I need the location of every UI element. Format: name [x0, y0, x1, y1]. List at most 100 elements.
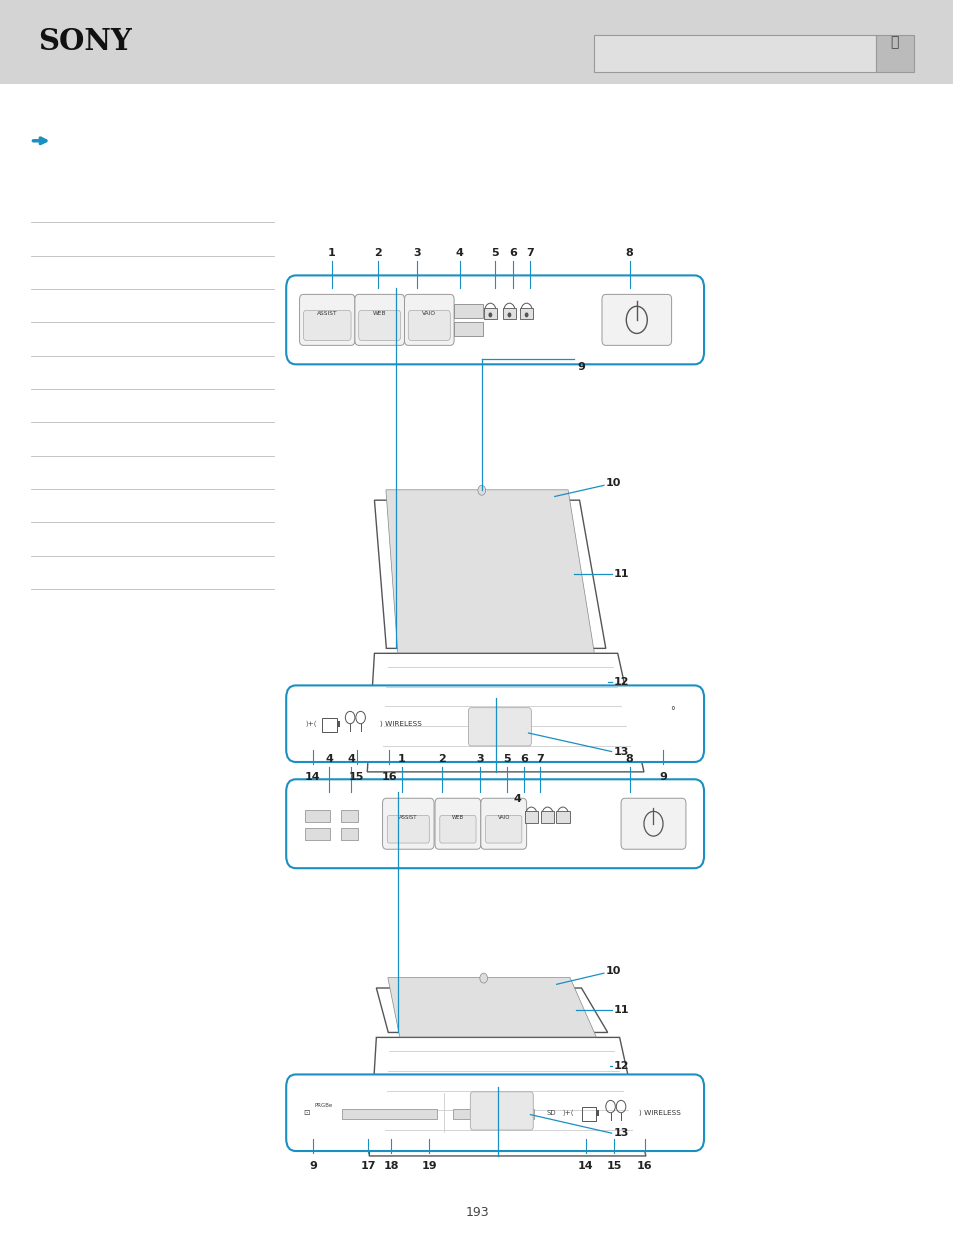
Text: 10: 10 — [605, 966, 620, 976]
Text: 11: 11 — [613, 569, 628, 579]
Text: 2: 2 — [437, 755, 445, 764]
Text: 10: 10 — [605, 478, 620, 488]
Text: 11: 11 — [613, 1005, 628, 1015]
Text: 17: 17 — [360, 1161, 375, 1171]
FancyBboxPatch shape — [286, 1074, 703, 1151]
FancyBboxPatch shape — [435, 798, 480, 850]
FancyBboxPatch shape — [336, 721, 339, 727]
Text: 9: 9 — [309, 1161, 316, 1171]
Polygon shape — [375, 988, 607, 1032]
Circle shape — [507, 312, 511, 317]
FancyBboxPatch shape — [468, 708, 531, 746]
FancyBboxPatch shape — [382, 798, 434, 850]
FancyBboxPatch shape — [556, 811, 569, 823]
FancyBboxPatch shape — [387, 815, 429, 844]
FancyBboxPatch shape — [601, 294, 671, 346]
Text: 4: 4 — [325, 755, 333, 764]
Text: 9: 9 — [659, 772, 666, 782]
FancyBboxPatch shape — [453, 1109, 534, 1119]
Text: ASSIST: ASSIST — [398, 815, 417, 820]
FancyBboxPatch shape — [341, 1109, 436, 1119]
Text: ⌕: ⌕ — [890, 35, 898, 49]
Text: 5: 5 — [491, 248, 498, 258]
Text: ⟩ WIRELESS: ⟩ WIRELESS — [639, 1109, 680, 1116]
FancyBboxPatch shape — [408, 310, 450, 341]
Text: VAIO: VAIO — [422, 311, 436, 316]
Text: ASSIST: ASSIST — [316, 311, 337, 316]
Polygon shape — [367, 653, 643, 772]
FancyBboxPatch shape — [303, 310, 351, 341]
Text: 1: 1 — [328, 248, 335, 258]
Text: 16: 16 — [637, 1161, 652, 1171]
Text: PRGBe: PRGBe — [314, 1103, 333, 1108]
FancyBboxPatch shape — [439, 815, 476, 844]
FancyBboxPatch shape — [454, 322, 482, 336]
Text: 4: 4 — [513, 794, 520, 804]
FancyBboxPatch shape — [358, 310, 400, 341]
Circle shape — [524, 312, 528, 317]
Text: WEB: WEB — [452, 815, 463, 820]
Text: ⟩+⟨: ⟩+⟨ — [561, 1109, 573, 1116]
Text: 6: 6 — [519, 755, 527, 764]
Text: 193: 193 — [465, 1207, 488, 1219]
Text: 16: 16 — [381, 772, 396, 782]
FancyBboxPatch shape — [540, 811, 554, 823]
Circle shape — [477, 485, 485, 495]
FancyBboxPatch shape — [340, 827, 357, 841]
FancyBboxPatch shape — [454, 304, 482, 317]
Text: 5: 5 — [502, 755, 510, 764]
FancyBboxPatch shape — [470, 1092, 533, 1130]
FancyBboxPatch shape — [594, 35, 875, 72]
FancyBboxPatch shape — [620, 798, 685, 850]
Text: °: ° — [670, 705, 674, 716]
Text: 15: 15 — [349, 772, 364, 782]
FancyBboxPatch shape — [340, 810, 357, 823]
Text: 14: 14 — [305, 772, 320, 782]
Text: 6: 6 — [509, 248, 517, 258]
Text: 3: 3 — [413, 248, 420, 258]
Text: 9: 9 — [577, 362, 584, 372]
Polygon shape — [387, 978, 596, 1037]
FancyBboxPatch shape — [286, 685, 703, 762]
FancyBboxPatch shape — [519, 308, 533, 319]
Text: 4: 4 — [347, 755, 355, 764]
Text: VAIO: VAIO — [497, 815, 509, 820]
Text: 7: 7 — [526, 248, 534, 258]
Text: 8: 8 — [625, 755, 633, 764]
Text: 15: 15 — [606, 1161, 621, 1171]
Text: 12: 12 — [613, 677, 628, 687]
FancyBboxPatch shape — [305, 810, 330, 823]
Text: 14: 14 — [578, 1161, 593, 1171]
FancyBboxPatch shape — [355, 294, 404, 346]
FancyBboxPatch shape — [299, 294, 355, 346]
Text: 3: 3 — [476, 755, 483, 764]
Circle shape — [488, 312, 492, 317]
Polygon shape — [374, 500, 605, 648]
FancyBboxPatch shape — [480, 798, 526, 850]
FancyBboxPatch shape — [286, 275, 703, 364]
FancyBboxPatch shape — [483, 308, 497, 319]
Text: ⊡: ⊡ — [303, 1108, 310, 1118]
Text: 2: 2 — [374, 248, 381, 258]
Text: 1: 1 — [397, 755, 405, 764]
FancyBboxPatch shape — [524, 811, 537, 823]
Text: 12: 12 — [613, 1061, 628, 1071]
FancyBboxPatch shape — [404, 294, 454, 346]
Text: 4: 4 — [456, 248, 463, 258]
Text: 13: 13 — [613, 1128, 628, 1139]
FancyBboxPatch shape — [485, 815, 521, 844]
FancyBboxPatch shape — [305, 827, 330, 841]
FancyBboxPatch shape — [502, 308, 516, 319]
FancyBboxPatch shape — [286, 779, 703, 868]
Text: ⟩+⟨: ⟩+⟨ — [305, 720, 316, 727]
Text: 19: 19 — [421, 1161, 436, 1171]
Text: 7: 7 — [536, 755, 543, 764]
Text: ⟩ WIRELESS: ⟩ WIRELESS — [379, 720, 421, 727]
Text: 8: 8 — [625, 248, 633, 258]
FancyBboxPatch shape — [596, 1110, 598, 1116]
FancyBboxPatch shape — [0, 0, 953, 84]
Text: 13: 13 — [613, 746, 628, 757]
Polygon shape — [385, 490, 594, 653]
Text: 18: 18 — [383, 1161, 398, 1171]
Text: WEB: WEB — [373, 311, 386, 316]
